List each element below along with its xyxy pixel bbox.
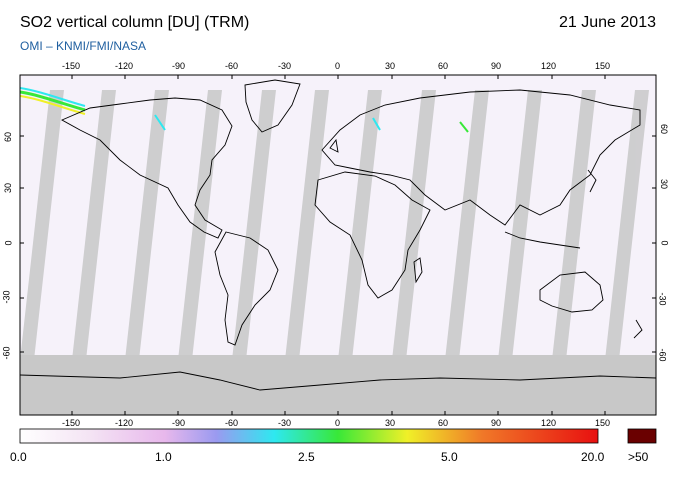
plume-streak-small-2	[372, 117, 381, 131]
lon-label-bottom: -60	[225, 418, 239, 428]
lat-label-right: 0	[659, 240, 670, 246]
orbit-gap-swath	[498, 90, 542, 360]
lon-label-bottom: 60	[438, 418, 449, 428]
lat-label-left: 60	[3, 131, 14, 143]
lon-label-top: -120	[115, 61, 134, 71]
colorbar-label-min: 0.0	[10, 450, 27, 464]
lat-label-left: 0	[3, 240, 14, 246]
orbit-gap-swath	[552, 90, 596, 360]
orbit-gap-swath	[20, 90, 64, 360]
plume-streak-small-3	[459, 121, 469, 133]
lon-label-bottom: 0	[335, 418, 341, 428]
lon-label-bottom: -30	[278, 418, 292, 428]
orbit-gap-swath	[605, 90, 649, 360]
polar-no-data-region	[20, 355, 656, 415]
colorbar-label-overflow: >50	[628, 450, 649, 464]
lon-label-top: -30	[278, 61, 292, 71]
plume-streak-yellow	[20, 95, 86, 115]
lon-label-top: -150	[62, 61, 81, 71]
lon-label-bottom: -150	[62, 418, 81, 428]
orbit-gap-swaths	[20, 90, 649, 360]
australia	[539, 271, 604, 313]
orbit-gap-swath	[392, 90, 436, 360]
lon-label-bottom: 150	[595, 418, 611, 428]
britain	[329, 138, 339, 153]
map-title: SO2 vertical column [DU] (TRM)	[20, 14, 250, 31]
lon-label-top: -90	[172, 61, 186, 71]
colorbar-overflow-swatch	[627, 428, 657, 444]
plume-streak-green	[20, 90, 86, 112]
south-america	[214, 231, 279, 346]
lon-label-bottom: 30	[385, 418, 396, 428]
colorbar-label: 2.5	[298, 450, 315, 464]
orbit-gap-swath	[232, 90, 276, 360]
lon-label-top: 120	[541, 61, 557, 71]
lat-label-right: 60	[659, 123, 670, 135]
colorbar-label: 5.0	[441, 450, 458, 464]
lon-label-top: 60	[438, 61, 449, 71]
lon-label-bottom: 120	[541, 418, 557, 428]
orbit-gap-swath	[285, 90, 329, 360]
greenland	[244, 79, 301, 133]
coastlines	[20, 79, 656, 391]
lon-label-bottom: -90	[172, 418, 186, 428]
lat-label-right: -30	[657, 292, 668, 306]
data-credit: OMI – KNMI/FMI/NASA	[20, 39, 147, 53]
lon-label-top: -60	[225, 61, 239, 71]
lat-label-left: -60	[1, 346, 12, 360]
japan	[587, 169, 597, 193]
lon-label-top: 90	[491, 61, 502, 71]
lat-label-right: 30	[659, 178, 670, 190]
orbit-gap-swath	[125, 90, 169, 360]
lon-label-bottom: -120	[115, 418, 134, 428]
orbit-gap-swath	[445, 90, 489, 360]
lat-label-left: 30	[3, 182, 14, 194]
orbit-gap-swath	[72, 90, 116, 360]
map-date: 21 June 2013	[559, 14, 656, 31]
lat-label-left: -30	[1, 290, 12, 304]
colorbar-scale	[19, 428, 599, 444]
indonesia	[504, 231, 581, 249]
colorbar-label: 1.0	[155, 450, 172, 464]
orbit-gap-swath	[178, 90, 222, 360]
lon-label-top: 150	[595, 61, 611, 71]
lat-label-right: -60	[657, 348, 668, 362]
colorbar-label-max: 20.0	[581, 450, 605, 464]
plume-streak-cyan	[20, 87, 86, 107]
lon-label-top: 30	[385, 61, 396, 71]
lon-label-top: 0	[335, 61, 341, 71]
plume-streak-small	[154, 114, 166, 131]
africa	[314, 171, 431, 299]
lon-label-bottom: 90	[491, 418, 502, 428]
eurasia	[321, 89, 641, 226]
new-zealand	[633, 319, 643, 339]
antarctica	[20, 371, 656, 391]
orbit-gap-swath	[338, 90, 382, 360]
north-america	[60, 97, 233, 239]
madagascar	[413, 257, 423, 284]
